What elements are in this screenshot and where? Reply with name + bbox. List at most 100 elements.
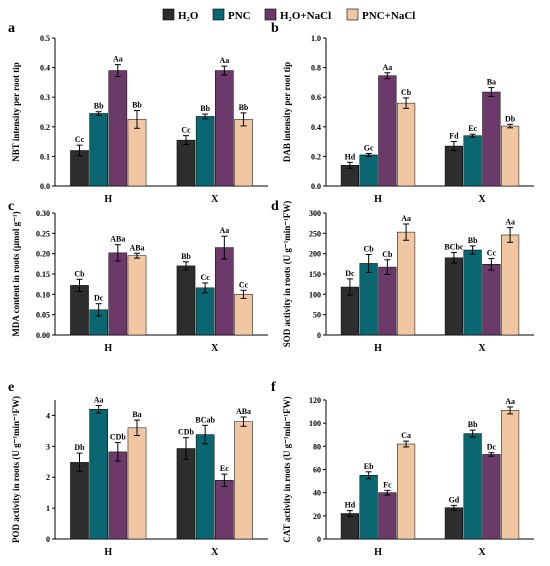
panel-letter-b: b [271,21,279,36]
bar [234,119,253,187]
legend: H₂O PNC H₂O+NaCl PNC+NaCl [162,8,415,22]
significance-label: CDb [178,428,195,437]
bar [127,119,147,187]
y-tick-label: 0.1 [40,152,50,161]
significance-label: Gd [449,495,460,504]
y-tick-label: 0.0 [40,182,50,191]
significance-label: CDb [110,433,127,442]
bar [359,475,378,540]
legend-swatch-h2o [162,8,175,21]
bar [234,421,253,540]
significance-label: Ec [468,124,477,133]
x-category-label: X [478,194,486,205]
y-tick-label: 120 [309,396,321,405]
significance-label: Aa [505,397,515,406]
x-category-label: X [478,343,486,354]
y-axis-label: NBT intensity per root tip [11,62,21,162]
significance-label: Fc [383,480,392,489]
y-axis-label: POD activity in roots (U g⁻¹min⁻¹FW) [11,396,21,543]
bar [463,135,482,187]
significance-label: Dc [94,294,104,303]
bar [195,287,215,336]
significance-label: Cb [401,88,412,97]
significance-label: Fd [449,132,459,141]
bar [378,75,397,187]
y-tick-label: 0.8 [311,64,321,73]
y-tick-label: 0.30 [36,209,50,218]
significance-label: Bb [132,101,142,110]
x-category-label: H [104,547,112,558]
panel-letter-e: e [8,380,14,395]
y-tick-label: 0.2 [40,123,50,132]
significance-label: Gc [364,143,374,152]
legend-label-h2o-nacl: H₂O+NaCl [280,10,331,22]
y-tick-label: 0.4 [40,64,50,73]
legend-label-pnc-nacl: PNC+NaCl [362,10,415,22]
bar [463,249,482,336]
y-axis-label: MDA content in roots (µmol g⁻¹) [11,211,21,336]
legend-swatch-pnc [212,8,225,21]
x-category-label: H [104,343,112,354]
x-category-label: X [211,343,219,354]
significance-label: Ba [487,78,496,87]
significance-label: Bb [468,420,478,429]
significance-label: Aa [219,226,229,235]
legend-label-h2o: H₂O [178,10,199,22]
y-tick-label: 1.0 [311,34,321,43]
y-tick-label: 0.4 [311,123,321,132]
bar [500,234,520,336]
panels: a 0.0 0.1 0.2 0.3 0.4 0.5 NBT intensity per roo… [8,21,534,558]
bar [340,513,360,540]
legend-item-h2o: H₂O [162,8,199,22]
y-tick-label: 100 [309,290,321,299]
significance-label: Aa [94,396,104,405]
y-axis-label: CAT activity in roots (U g⁻¹min⁻¹FW) [282,396,292,542]
bar [396,231,416,336]
y-tick-label: 0.05 [36,311,50,320]
x-category-label: X [478,547,486,558]
significance-label: Aa [382,63,392,72]
y-tick-label: 80 [313,442,321,451]
y-tick-label: 250 [309,229,321,238]
significance-label: Cb [74,269,85,278]
y-tick-label: 0 [317,535,321,544]
legend-swatch-h2o-nacl [264,8,277,21]
bar [378,492,397,540]
significance-label: Aa [505,218,515,227]
bar [215,480,234,540]
x-category-label: X [211,194,219,205]
x-category-label: X [211,547,219,558]
significance-label: BCbc [444,242,464,251]
significance-label: Hd [345,152,356,161]
y-tick-label: 2 [46,473,50,482]
significance-label: Cb [364,244,375,253]
bar [108,252,128,336]
y-tick-label: 4 [46,411,50,420]
panel-e: e 0 1 2 3 4 POD activity in roots (U g⁻¹min⁻¹F… [8,380,268,558]
y-tick-label: 0.2 [311,152,321,161]
significance-label: Db [505,114,516,123]
legend-item-h2o-nacl: H₂O+NaCl [264,8,331,22]
significance-label: Ba [132,410,141,419]
panel-b: b 0.0 0.2 0.4 0.6 0.8 1.0 DAB intensity per roo… [271,21,534,205]
significance-label: Eb [364,462,374,471]
significance-label: Bb [94,102,104,111]
panel-c: c 0.00 0.05 0.10 0.15 0.20 0.25 0.30 MDA content… [8,199,268,354]
legend-label-pnc: PNC [228,10,251,22]
significance-label: Cc [201,273,211,282]
y-tick-label: 200 [309,250,321,259]
y-tick-label: 3 [46,442,50,451]
panel-f: f 0 20 40 60 80 100 120 CAT activity in roots (U… [271,380,534,558]
x-category-label: H [104,194,112,205]
bar [215,70,234,187]
y-tick-label: 0.5 [40,34,50,43]
panel-letter-f: f [271,380,276,395]
significance-label: Cc [487,249,497,258]
bar [463,433,482,540]
y-tick-label: 20 [313,512,321,521]
significance-label: Bb [181,252,191,261]
significance-label: BCab [195,415,215,424]
significance-label: Db [74,443,85,452]
y-tick-label: 150 [309,270,321,279]
